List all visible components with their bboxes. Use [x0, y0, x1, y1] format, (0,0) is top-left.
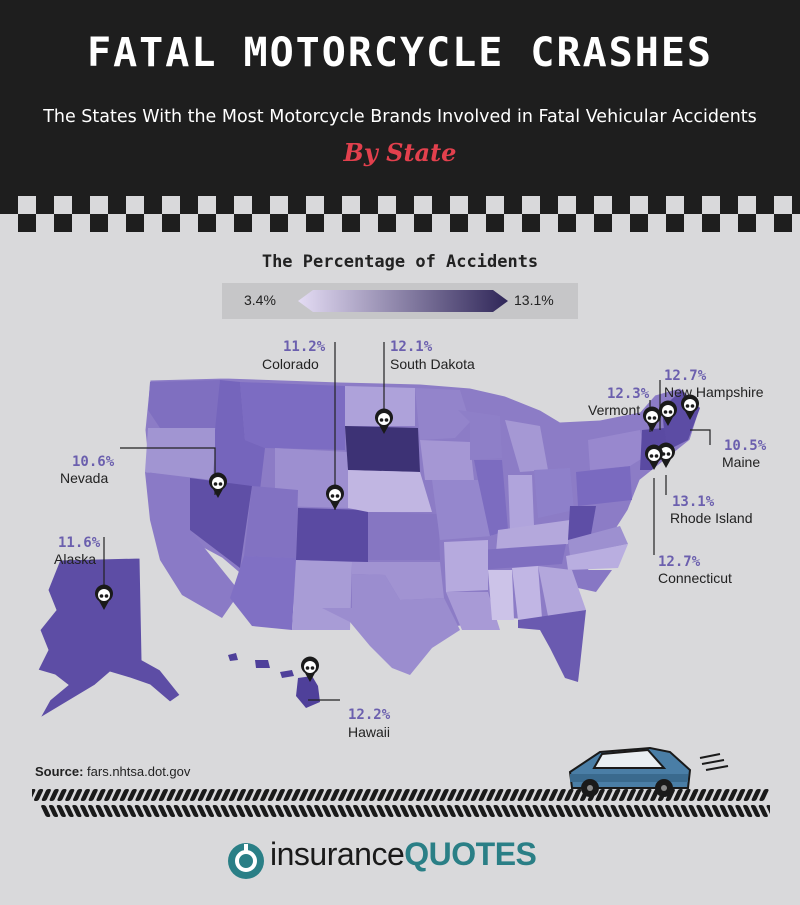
name-vermont: Vermont [588, 402, 641, 418]
name-alaska: Alaska [54, 551, 97, 567]
pin-hawaii-icon [301, 656, 319, 682]
state-arizona [230, 556, 296, 630]
state-kentucky [496, 520, 570, 552]
state-michigan [505, 420, 548, 472]
state-iowa [420, 440, 474, 480]
state-west-virginia [568, 506, 596, 540]
source-note: Source: fars.nhtsa.dot.gov [35, 764, 190, 779]
state-indiana [508, 475, 534, 530]
logo-part2: QUOTES [404, 836, 537, 872]
pct-alaska: 11.6% [58, 535, 101, 551]
state-alabama [512, 566, 542, 620]
state-oklahoma [352, 562, 444, 600]
state-kansas [368, 512, 440, 560]
state-oregon [145, 428, 218, 480]
state-missouri [432, 480, 492, 540]
state-nebraska [348, 470, 432, 512]
state-washington [148, 380, 220, 428]
name-hawaii: Hawaii [348, 724, 391, 740]
state-texas [322, 574, 460, 675]
state-louisiana [446, 592, 500, 630]
state-montana [240, 382, 345, 450]
state-georgia [538, 566, 586, 616]
state-wisconsin [458, 410, 502, 460]
state-arkansas [444, 540, 488, 592]
pct-south-dakota: 12.1% [390, 339, 433, 355]
pct-vermont: 12.3% [607, 386, 650, 402]
state-south-carolina [570, 570, 612, 592]
state-new-york [588, 430, 646, 470]
source-value: fars.nhtsa.dot.gov [87, 764, 191, 779]
state-tennessee [478, 544, 566, 570]
pin-maine-icon [681, 394, 699, 420]
state-minnesota [415, 388, 470, 440]
legend-gradient [298, 290, 508, 312]
state-pennsylvania [576, 466, 632, 506]
pin-south-dakota-icon [375, 408, 393, 434]
state-nevada [190, 478, 252, 568]
state-idaho [215, 380, 265, 490]
state-north-carolina [566, 544, 628, 570]
pin-vermont-icon [643, 406, 661, 432]
legend-min: 3.4% [244, 292, 276, 308]
pin-colorado-icon [326, 484, 344, 510]
pct-hawaii: 12.2% [348, 707, 391, 723]
state-florida [518, 610, 586, 682]
state-mississippi [488, 570, 514, 620]
state-new-mexico [292, 560, 352, 630]
name-new-hampshire: New Hampshire [664, 384, 764, 400]
pin-alaska-icon [95, 584, 113, 610]
state-alaska [37, 557, 181, 720]
name-rhode-island: Rhode Island [670, 510, 753, 526]
pin-new-hampshire-icon [659, 400, 677, 426]
state-hawaii [228, 653, 320, 708]
by-state-label: By State [343, 138, 457, 167]
name-south-dakota: South Dakota [390, 356, 475, 372]
legend-title: The Percentage of Accidents [261, 252, 539, 272]
logo: insuranceQUOTES [270, 836, 537, 873]
header: FATAL MOTORCYCLE CRASHES The States With… [0, 0, 800, 196]
pin-nevada-icon [209, 472, 227, 498]
state-virginia [568, 526, 628, 556]
logo-icon [228, 843, 264, 879]
car-icon [568, 746, 729, 797]
state-utah [244, 486, 298, 558]
us-map [37, 342, 711, 720]
state-illinois [474, 460, 508, 536]
state-ohio [534, 468, 574, 518]
state-california [145, 472, 240, 618]
pct-rhode-island: 13.1% [672, 494, 715, 510]
legend-max: 13.1% [514, 292, 554, 308]
state-colorado [296, 508, 368, 562]
page-title: FATAL MOTORCYCLE CRASHES [87, 30, 713, 76]
pct-nevada: 10.6% [72, 454, 115, 470]
name-maine: Maine [722, 454, 761, 470]
page-subtitle: The States With the Most Motorcycle Bran… [43, 107, 757, 127]
pct-new-hampshire: 12.7% [664, 368, 707, 384]
name-connecticut: Connecticut [658, 570, 732, 586]
pct-maine: 10.5% [724, 438, 767, 454]
checkered-strip [0, 196, 800, 232]
tire-tracks [32, 789, 770, 817]
name-nevada: Nevada [60, 470, 109, 486]
name-colorado: Colorado [262, 356, 319, 372]
source-label: Source: [35, 764, 84, 779]
state-south-dakota [345, 426, 420, 472]
logo-part1: insurance [270, 836, 405, 872]
state-north-dakota [345, 386, 415, 426]
pct-connecticut: 12.7% [658, 554, 701, 570]
pin-connecticut-icon [645, 444, 663, 470]
line-maine [690, 429, 711, 445]
pct-colorado: 11.2% [283, 339, 326, 355]
